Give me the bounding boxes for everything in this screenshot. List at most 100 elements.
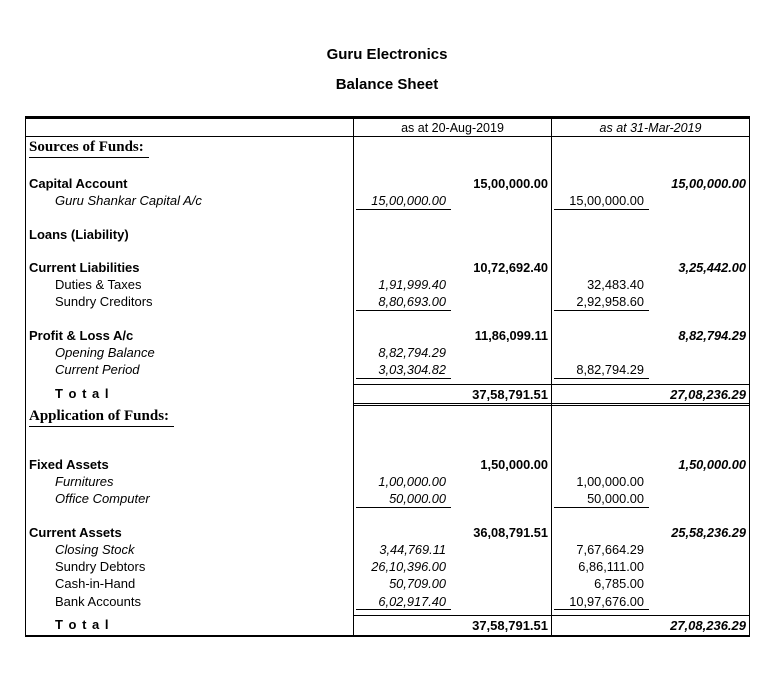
account-label: Furnitures — [55, 473, 114, 489]
amount-sub-col2 — [554, 259, 649, 276]
amount-sub-col1: 26,10,396.00 — [371, 559, 446, 575]
row-current-assets: Current Assets 36,08,791.51 25,58,236.29 — [26, 523, 749, 541]
amount-col1: 8,82,794.29 — [353, 344, 551, 362]
amount-col1: 15,00,000.00 — [353, 192, 551, 210]
amount-sub-col2: 32,483.40 — [587, 277, 644, 293]
amount-sub-col2 — [554, 175, 649, 192]
spacer-row — [26, 378, 749, 384]
amount-main-col1 — [451, 473, 548, 490]
total-amount-col2: 27,08,236.29 — [551, 383, 749, 404]
amount-sub-col1: 3,03,304.82 — [356, 361, 451, 379]
amount-main-col1 — [451, 558, 548, 575]
amount-sub-col1: 50,000.00 — [356, 490, 451, 508]
section-heading-row-application: Application of Funds: — [26, 405, 749, 430]
amount-main-col2: 25,58,236.29 — [671, 524, 746, 540]
spacer-row — [26, 161, 749, 175]
row-office-computer: Office Computer 50,000.00 50,000.00 — [26, 490, 749, 508]
section-heading-cell: Sources of Funds: — [26, 137, 353, 161]
row-sundry-debtors: Sundry Debtors 26,10,396.00 6,86,111.00 — [26, 558, 749, 576]
amount-main-col1 — [451, 344, 548, 361]
row-opening-balance: Opening Balance 8,82,794.29 — [26, 344, 749, 362]
row-loans-liability: Loans (Liability) — [26, 225, 749, 243]
amount-col2: 3,25,442.00 — [551, 258, 749, 277]
amount-main-col2: 3,25,442.00 — [678, 259, 746, 275]
section-heading-row-sources: Sources of Funds: — [26, 137, 749, 161]
spacer-row — [26, 507, 749, 524]
amount-sub-col1 — [356, 327, 451, 344]
amount-col2: 8,82,794.29 — [551, 326, 749, 345]
spacer-row — [26, 310, 749, 327]
amount-col1: 6,02,917.40 — [353, 592, 551, 611]
amount-main-col1 — [451, 293, 548, 310]
account-label: Opening Balance — [55, 345, 155, 361]
amount-main-col1 — [451, 226, 548, 243]
amount-col2 — [551, 225, 749, 243]
account-label: Guru Shankar Capital A/c — [55, 193, 202, 209]
row-bank-accounts: Bank Accounts 6,02,917.40 10,97,676.00 — [26, 592, 749, 611]
amount-col2: 50,000.00 — [551, 490, 749, 508]
amount-col2 — [551, 344, 749, 362]
amount-col2: 2,92,958.60 — [551, 293, 749, 311]
amount-sub-col1: 6,02,917.40 — [356, 593, 451, 611]
row-current-period: Current Period 3,03,304.82 8,82,794.29 — [26, 361, 749, 379]
amount-sub-col1 — [356, 259, 451, 276]
row-duties-taxes: Duties & Taxes 1,91,999.40 32,483.40 — [26, 276, 749, 294]
amount-main-col1 — [451, 192, 548, 209]
amount-main-col2 — [649, 490, 746, 507]
section-heading-sources: Sources of Funds: — [29, 137, 149, 158]
amount-main-col1: 10,72,692.40 — [473, 259, 548, 275]
row-capital-account: Capital Account 15,00,000.00 15,00,000.0… — [26, 175, 749, 193]
total-label: T o t a l — [55, 385, 110, 401]
amount-sub-col2 — [554, 226, 649, 243]
empty-cell — [353, 137, 551, 161]
amount-col1: 1,91,999.40 — [353, 276, 551, 294]
amount-main-col1: 36,08,791.51 — [473, 524, 548, 540]
amount-main-col2 — [649, 293, 746, 310]
amount-col1: 50,709.00 — [353, 575, 551, 593]
amount-sub-col2 — [554, 344, 649, 361]
amount-col2: 10,97,676.00 — [551, 592, 749, 611]
amount-col1: 3,03,304.82 — [353, 361, 551, 379]
amount-col1: 3,44,769.11 — [353, 540, 551, 559]
empty-cell — [551, 137, 749, 161]
amount-sub-col2 — [554, 327, 649, 344]
amount-main-col1: 1,50,000.00 — [480, 456, 548, 472]
amount-sub-col2: 6,785.00 — [594, 576, 644, 592]
amount-col2: 15,00,000.00 — [551, 175, 749, 193]
amount-col1: 10,72,692.40 — [353, 258, 551, 277]
amount-col1 — [353, 225, 551, 243]
total-amount-col1: 37,58,791.51 — [353, 383, 551, 404]
amount-col2: 32,483.40 — [551, 276, 749, 294]
amount-main-col1 — [451, 490, 548, 507]
row-cash-in-hand: Cash-in-Hand 50,709.00 6,785.00 — [26, 575, 749, 593]
amount-col2: 7,67,664.29 — [551, 540, 749, 559]
amount-sub-col1: 3,44,769.11 — [379, 541, 446, 557]
row-current-liabilities: Current Liabilities 10,72,692.40 3,25,44… — [26, 258, 749, 277]
report-header: Guru Electronics Balance Sheet — [0, 0, 774, 93]
account-label: Closing Stock — [55, 541, 135, 557]
amount-main-col1 — [451, 361, 548, 378]
row-application-total: T o t a l 37,58,791.51 27,08,236.29 — [26, 615, 749, 636]
account-label: Cash-in-Hand — [55, 576, 136, 592]
amount-sub-col1 — [356, 175, 451, 192]
amount-main-col2 — [649, 226, 746, 243]
amount-sub-col2: 15,00,000.00 — [554, 192, 649, 210]
account-label: Sundry Creditors — [55, 294, 153, 310]
amount-sub-col2: 2,92,958.60 — [554, 293, 649, 311]
account-label: Office Computer — [55, 491, 150, 507]
balance-sheet-table: as at 20-Aug-2019 as at 31-Mar-2019 Sour… — [25, 116, 750, 638]
account-label: Sundry Debtors — [55, 559, 146, 575]
amount-sub-col2 — [554, 456, 649, 473]
amount-col1: 36,08,791.51 — [353, 523, 551, 541]
amount-sub-col1 — [356, 226, 451, 243]
amount-sub-col2 — [554, 524, 649, 541]
amount-main-col2: 15,00,000.00 — [671, 176, 746, 191]
spacer-row — [26, 209, 749, 226]
row-furnitures: Furnitures 1,00,000.00 1,00,000.00 — [26, 472, 749, 491]
account-label: Capital Account — [29, 176, 128, 191]
row-guru-shankar-capital: Guru Shankar Capital A/c 15,00,000.00 15… — [26, 192, 749, 210]
amount-main-col2 — [649, 473, 746, 490]
total-label: T o t a l — [55, 617, 110, 633]
row-closing-stock: Closing Stock 3,44,769.11 7,67,664.29 — [26, 540, 749, 559]
amount-sub-col2: 50,000.00 — [554, 490, 649, 508]
